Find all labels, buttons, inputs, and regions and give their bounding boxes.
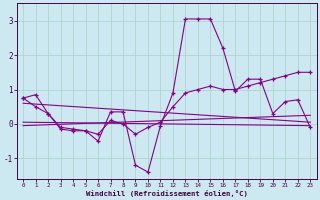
X-axis label: Windchill (Refroidissement éolien,°C): Windchill (Refroidissement éolien,°C) bbox=[86, 190, 248, 197]
